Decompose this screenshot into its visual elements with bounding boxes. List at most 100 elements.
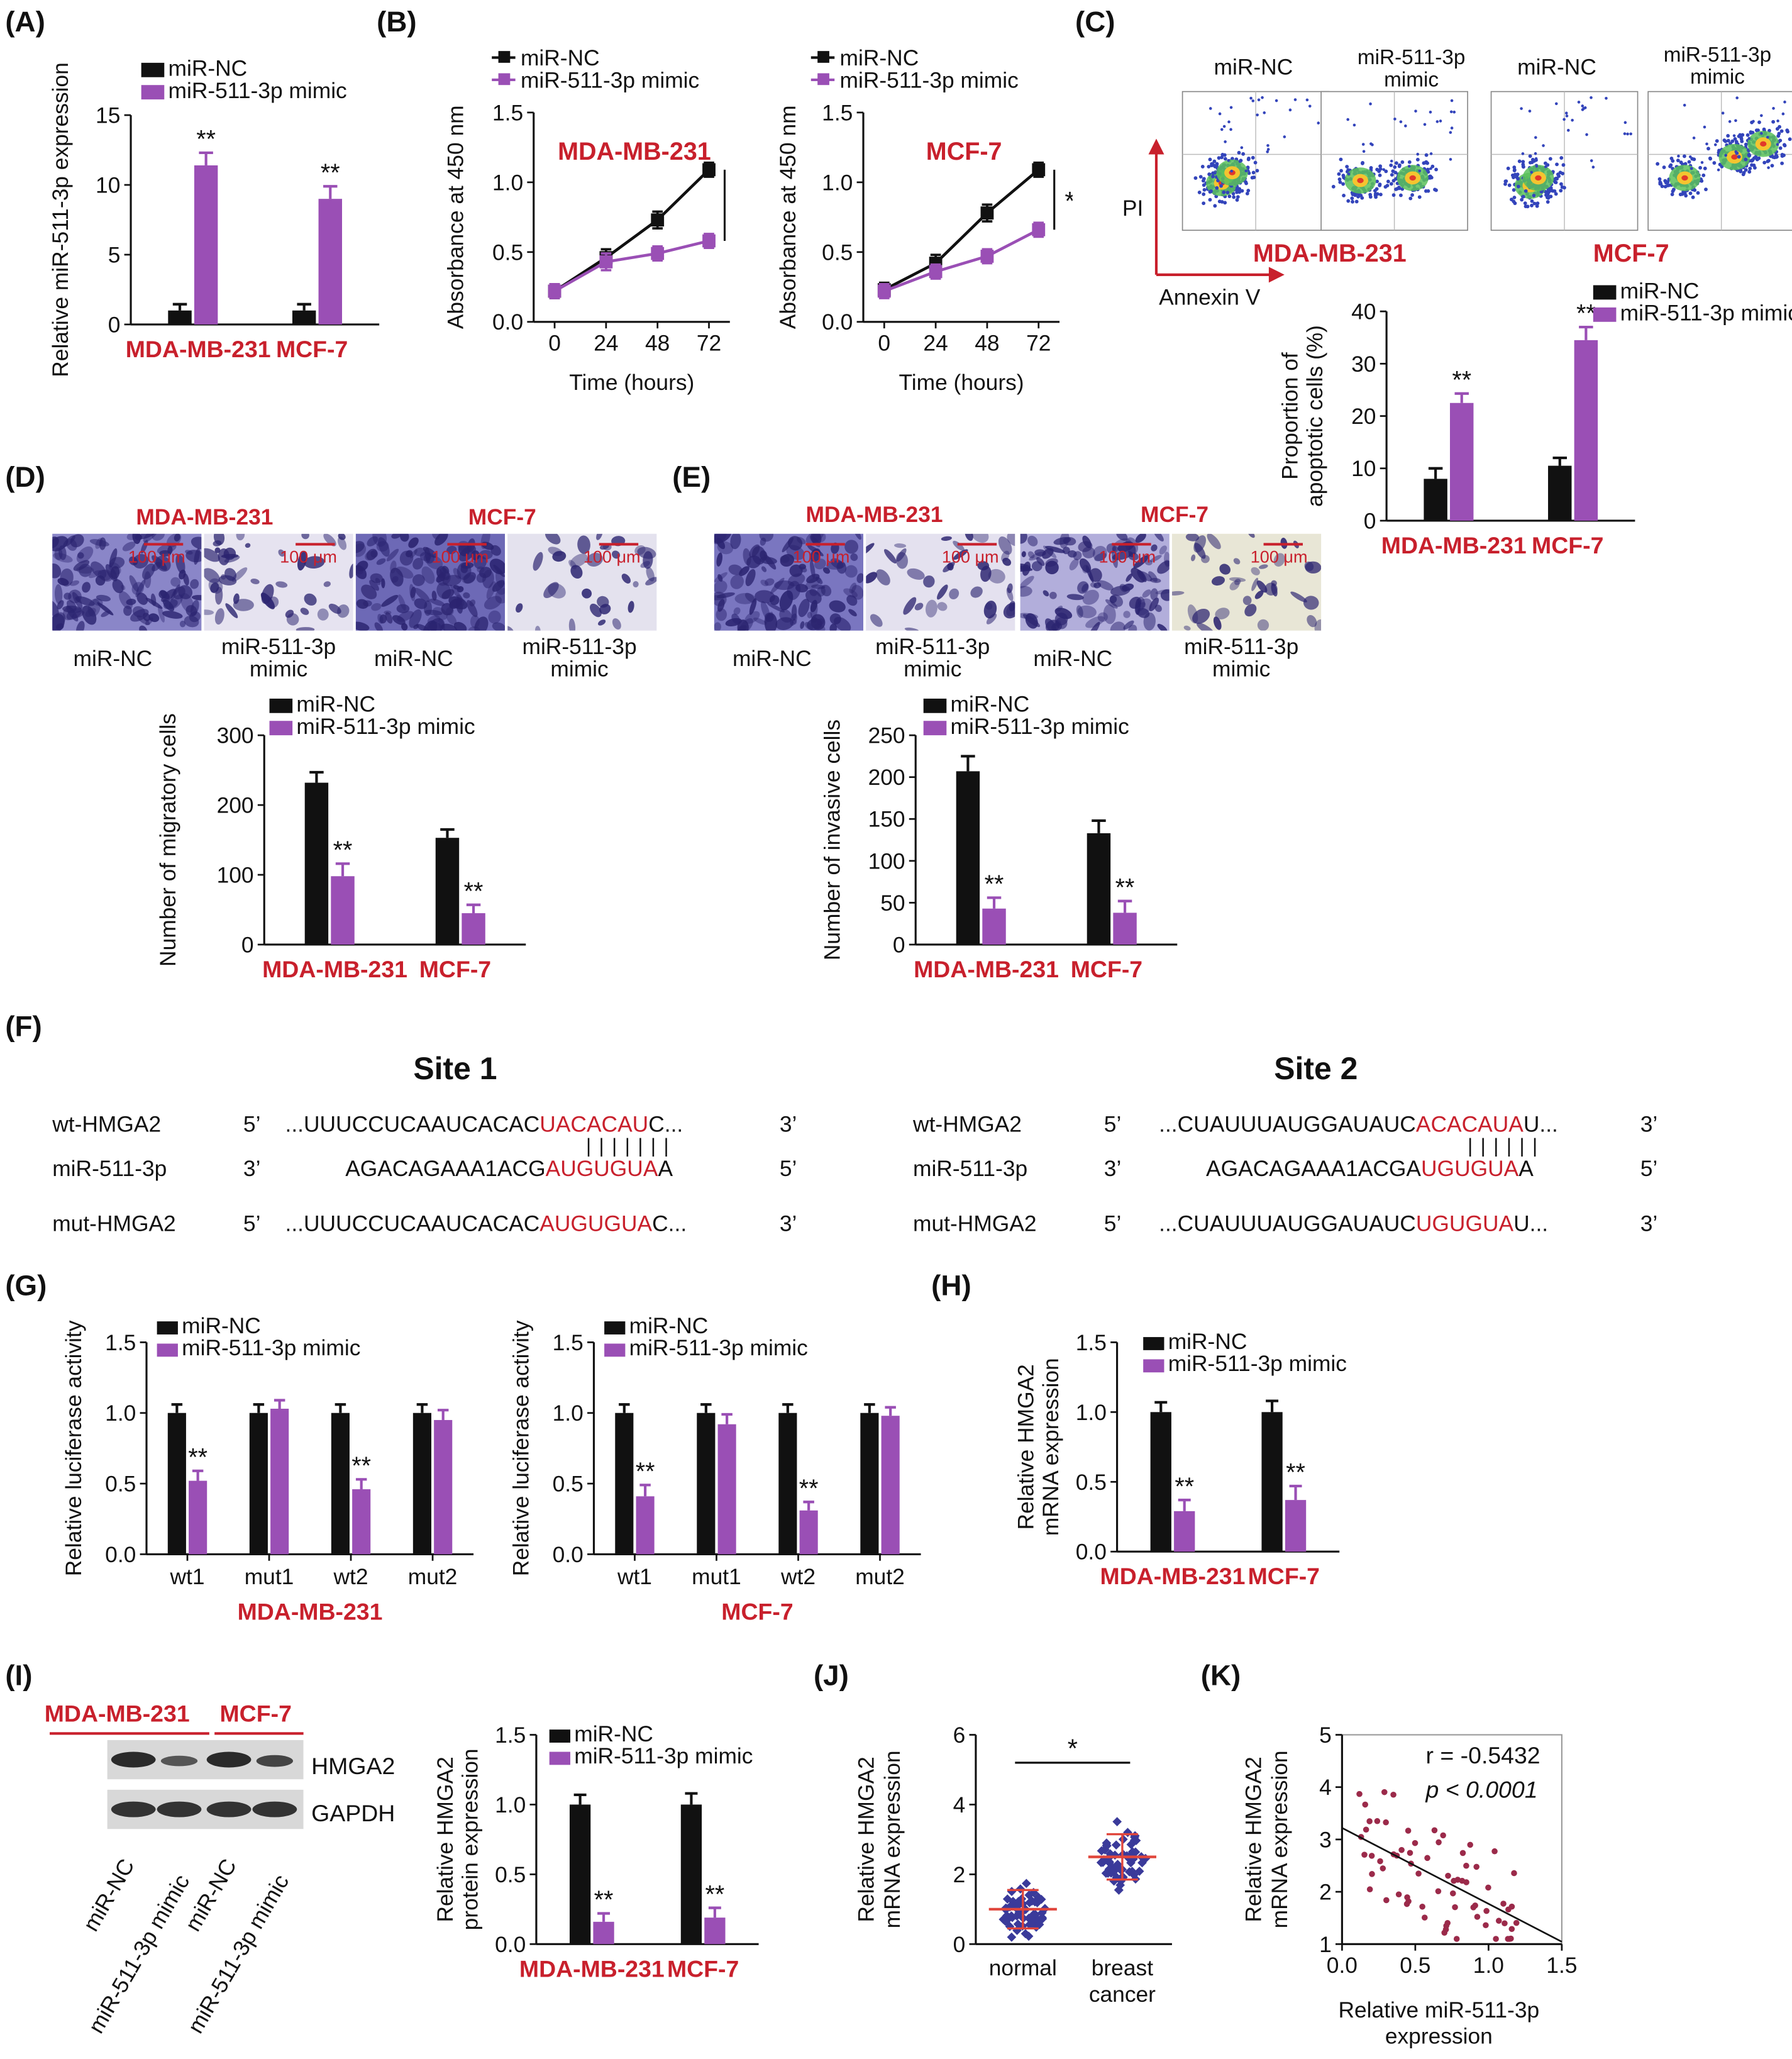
flow-dot xyxy=(1347,172,1351,175)
flow-dot xyxy=(1752,119,1755,123)
significance-mark: * xyxy=(1065,186,1072,216)
cell-stain xyxy=(714,622,721,631)
flow-dot xyxy=(1227,158,1231,162)
cell-stain xyxy=(1125,537,1139,555)
cell-stain xyxy=(82,605,97,625)
cell-stain xyxy=(110,566,120,580)
data-point xyxy=(1502,1920,1508,1927)
x-tick-label: wt1 xyxy=(169,1565,204,1589)
cell-stain xyxy=(356,599,368,609)
legend-label-nc: miR-NC xyxy=(574,1722,653,1746)
flow-dot xyxy=(1692,136,1696,140)
blot-lane-1: miR-NC xyxy=(78,1855,140,1936)
y-tick-label: 0.5 xyxy=(495,1863,526,1887)
cell-stain xyxy=(870,614,883,627)
flow-dot xyxy=(1715,139,1719,143)
chart-k: 1 2 3 4 5 0.0 0.5 1.0 1.5 Relative HMGA2 mRNA expr… xyxy=(1241,1723,1577,2048)
data-point xyxy=(1405,1828,1412,1834)
cell-stain xyxy=(99,537,106,550)
cell-stain xyxy=(633,580,639,588)
flow-dot xyxy=(1283,135,1286,138)
bar-nc xyxy=(615,1412,634,1555)
cell-stain xyxy=(796,536,806,545)
d-lane-4: miR-511-3p mimic xyxy=(522,634,637,682)
flow-dot xyxy=(1342,175,1346,180)
cell-stain xyxy=(894,543,907,548)
cell-stain xyxy=(355,541,365,553)
cell-stain xyxy=(1192,608,1210,624)
cell-stain xyxy=(376,541,389,552)
flow-dot xyxy=(1657,177,1662,181)
flow-dot xyxy=(1222,190,1226,194)
panel-d-chart: 0 100 200 300 Number of migratory cells ** MDA… xyxy=(144,685,563,999)
y-axis-label: apoptotic cells (%) xyxy=(1303,325,1327,507)
cell-stain xyxy=(132,606,145,618)
flow-dot xyxy=(1450,99,1454,103)
cell-stain xyxy=(985,602,993,610)
data-point xyxy=(1449,1890,1456,1897)
cell-stain xyxy=(148,613,160,623)
bar-nc xyxy=(412,1412,431,1555)
cell-stain xyxy=(386,548,399,562)
flow-dot xyxy=(1375,179,1380,184)
cell-stain xyxy=(552,551,567,562)
legend-label-nc: miR-NC xyxy=(169,57,248,81)
flow-cell-mda: MDA-MB-231 xyxy=(1253,240,1407,269)
flow-dot xyxy=(1754,128,1759,133)
flow-dot xyxy=(1235,186,1239,190)
flow-dot xyxy=(1662,165,1666,169)
flow-cytometry-plots xyxy=(1148,91,1792,283)
cell-stain xyxy=(730,574,744,589)
flow-dot xyxy=(1375,192,1380,196)
flow-dot xyxy=(1585,133,1588,136)
f-p5-wt-2: 5’ xyxy=(1103,1112,1122,1137)
flow-dot xyxy=(1559,156,1564,160)
flow-density-peak xyxy=(1760,141,1767,147)
cell-stain xyxy=(1211,576,1225,586)
cell-stain xyxy=(1049,591,1057,599)
flow-dot xyxy=(1535,204,1539,208)
series-line-mimic xyxy=(553,239,710,292)
f-seq-mir-2: AGACAGAAA1ACGAUGUGUAA xyxy=(1206,1156,1534,1182)
data-point xyxy=(1467,1841,1473,1848)
cell-stain xyxy=(416,623,430,631)
flow-dot xyxy=(1753,165,1757,170)
flow-dot xyxy=(1390,159,1393,163)
flow-dot xyxy=(1220,153,1225,157)
cell-stain xyxy=(1045,546,1065,553)
cell-stain xyxy=(349,563,353,579)
cell-stain xyxy=(123,606,132,616)
cell-stain xyxy=(419,552,431,562)
flow-dot xyxy=(1740,139,1744,143)
cell-stain xyxy=(810,614,826,630)
x-tick-label: MDA-MB-231 xyxy=(1381,532,1527,558)
cell-stain xyxy=(716,608,727,621)
legend-label-nc: miR-NC xyxy=(840,46,919,70)
panel-label-d: (D) xyxy=(5,460,45,494)
flow-dot xyxy=(1521,164,1525,169)
flow-dot xyxy=(1748,166,1752,170)
data-point xyxy=(1435,1839,1442,1846)
flow-dot xyxy=(1384,169,1388,174)
cell-stain xyxy=(409,584,416,602)
x-tick-label: MCF-7 xyxy=(1532,532,1603,558)
scale-bar-e2: 100 μm xyxy=(941,547,999,567)
cell-stain xyxy=(183,573,189,586)
cell-stain xyxy=(816,586,826,597)
bar-nc xyxy=(1424,479,1447,521)
flow-dot xyxy=(1434,167,1438,172)
chart-j: 0 2 4 6 Relative HMGA2 mRNA expression normal b… xyxy=(855,1723,1172,2007)
flow-dot xyxy=(1227,194,1232,199)
cell-stain xyxy=(204,548,220,562)
cell-stain xyxy=(133,553,149,569)
cell-stain xyxy=(225,603,238,618)
cell-stain xyxy=(208,578,223,594)
cell-stain xyxy=(755,590,775,604)
x-axis-title: MDA-MB-231 xyxy=(238,1598,383,1624)
flow-dot xyxy=(1532,201,1537,206)
cell-stain xyxy=(1055,617,1068,630)
e-lane-3: miR-NC xyxy=(1033,646,1113,672)
flow-dot xyxy=(1730,139,1735,143)
data-point xyxy=(1007,1887,1017,1897)
